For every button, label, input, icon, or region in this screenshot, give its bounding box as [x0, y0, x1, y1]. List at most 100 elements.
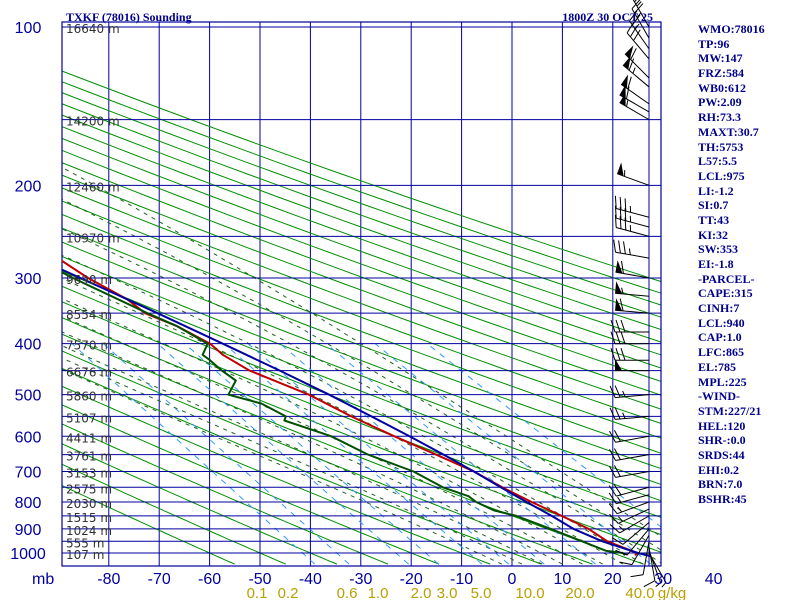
dry-adiabat-line	[62, 137, 661, 356]
wind-barb-feather	[610, 319, 616, 333]
plot-frame	[61, 21, 662, 567]
wind-barb-half-feather	[618, 516, 624, 522]
dry-adiabat-line	[62, 404, 440, 565]
dry-adiabat-line	[62, 333, 644, 565]
wind-barb	[615, 528, 650, 556]
wind-barb-staff	[615, 435, 650, 443]
wind-barb-feather	[624, 208, 627, 221]
wind-barb-half-feather	[634, 23, 640, 30]
wind-barb-staff	[616, 501, 650, 515]
pressure-unit-label: mb	[32, 571, 54, 588]
wind-barb-feather	[613, 239, 616, 253]
sounding-index-item: EI:-1.8	[698, 257, 734, 271]
sounding-index-item: WMO:78016	[698, 22, 765, 36]
wind-barb	[615, 260, 650, 279]
mixing-ratio-line	[223, 343, 483, 565]
mixing-ratio-label: 0.6	[337, 585, 358, 600]
wind-barb-feather	[630, 574, 644, 578]
mixing-ratio-label: 10.0	[515, 585, 544, 600]
sounding-index-item: LFC:865	[698, 345, 744, 360]
wind-barb-half-feather	[617, 506, 623, 513]
wind-barb-pennant	[619, 84, 626, 99]
pressure-tick-label: 400	[15, 337, 42, 354]
sounding-index-item: HEL:120	[698, 418, 746, 433]
wind-barb-staff	[616, 494, 650, 505]
wind-barb-staff	[616, 486, 650, 497]
height-label: 2030 m	[66, 497, 112, 511]
wind-barb-feather	[619, 216, 622, 229]
wind-barb-feather	[619, 206, 622, 220]
height-label: 8554 m	[66, 308, 112, 322]
wind-barb-feather	[615, 348, 621, 361]
wind-barb	[610, 319, 650, 333]
wind-barb-feather	[608, 492, 617, 504]
height-label: 7570 m	[66, 339, 112, 353]
dry-adiabat-line	[62, 255, 661, 485]
height-label: 5107 m	[66, 411, 112, 425]
dry-adiabat-line	[62, 485, 235, 565]
wind-barb-staff	[615, 271, 650, 279]
sounding-index-item: LI:-1.2	[698, 183, 734, 198]
dry-adiabats	[62, 70, 661, 565]
temperature-tick-label: -40	[299, 571, 322, 588]
height-label: 4411 m	[66, 431, 112, 445]
wind-barb	[614, 195, 650, 218]
wind-barb-half-feather	[632, 67, 636, 74]
wind-barb-pennant	[615, 281, 623, 294]
wind-barb-feather	[610, 331, 616, 344]
mixing-ratio-label: 0.2	[278, 585, 299, 600]
pressure-tick-label: 1000	[10, 546, 46, 563]
sounding-index-item: FRZ:584	[698, 66, 744, 81]
dry-adiabat-line	[62, 92, 661, 306]
wind-barb-feather	[613, 465, 621, 477]
sounding-index-item: KI:32	[698, 227, 728, 242]
wind-barb-feather	[628, 58, 635, 71]
wind-barb-feather	[608, 485, 617, 497]
wind-barb-feather	[624, 198, 627, 212]
wind-barb-feather	[643, 580, 656, 588]
mixing-ratio-line	[247, 343, 510, 565]
dry-adiabat-line	[62, 285, 661, 518]
mixing-ratio-label: 1.0	[368, 585, 389, 600]
wind-barb-half-feather	[622, 390, 626, 397]
wind-barb	[608, 501, 650, 515]
wind-barb	[632, 0, 650, 28]
dry-adiabat-line	[62, 317, 661, 553]
sounding-index-item: MPL:225	[698, 374, 747, 389]
wind-barb-half-feather	[655, 582, 661, 587]
wind-barb	[614, 358, 650, 372]
wind-barb-feather	[608, 503, 618, 515]
height-label: 2575 m	[66, 482, 112, 496]
wind-barb-staff	[615, 471, 650, 478]
dry-adiabat-line	[62, 114, 661, 331]
wind-barb	[622, 55, 650, 88]
wind-barb-feather	[620, 319, 626, 333]
sounding-index-item: CINH:7	[698, 301, 740, 316]
wind-barb-feather	[620, 331, 626, 344]
sounding-index-item: LCL:975	[698, 168, 745, 183]
mixing-ratio-label: 20.0	[565, 585, 594, 600]
height-label: 5860 m	[66, 390, 112, 404]
sounding-index-item: BSHR:45	[698, 492, 747, 506]
wind-barb-feather	[629, 10, 638, 22]
sounding-index-item: MAXT:30.7	[698, 124, 759, 139]
wind-barb	[608, 492, 650, 505]
mixing-ratio-label: 5.0	[471, 585, 492, 600]
wind-barb	[610, 331, 650, 345]
wind-barb	[620, 74, 650, 105]
wind-barb-feather	[609, 524, 620, 534]
wind-barb	[616, 162, 650, 186]
dry-adiabat-line	[62, 174, 661, 396]
wind-barb-half-feather	[622, 412, 626, 419]
sounding-index-item: -WIND-	[698, 389, 740, 404]
temperature-tick-label: -50	[248, 571, 271, 588]
sounding-index-item: EL:785	[698, 359, 737, 374]
pressure-tick-label: 200	[15, 178, 42, 195]
height-label: 16640 m	[66, 22, 120, 36]
wind-barb-feather	[614, 407, 621, 420]
dewpoint-trace	[62, 271, 626, 556]
wind-barb-feather	[611, 537, 624, 545]
sounding-index-item: L57:5.5	[698, 154, 737, 169]
wind-barb-staff	[616, 208, 650, 218]
